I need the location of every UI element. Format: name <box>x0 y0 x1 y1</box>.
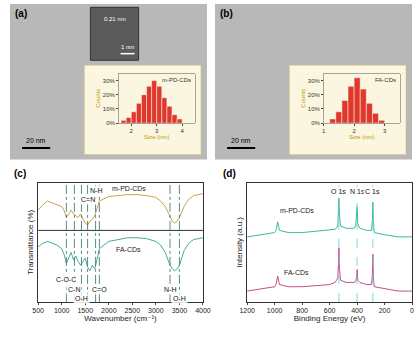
svg-text:m-PD-CDs: m-PD-CDs <box>162 77 191 83</box>
svg-text:O-H: O-H <box>75 295 88 302</box>
svg-text:500: 500 <box>32 307 44 314</box>
svg-text:O-H: O-H <box>173 295 186 302</box>
svg-text:4000: 4000 <box>195 307 211 314</box>
svg-text:2: 2 <box>352 128 356 134</box>
svg-text:20%: 20% <box>103 92 116 98</box>
svg-text:1500: 1500 <box>77 307 93 314</box>
svg-text:0%: 0% <box>106 120 115 126</box>
svg-text:N-H: N-H <box>90 187 102 194</box>
svg-text:2: 2 <box>130 128 134 134</box>
svg-text:3: 3 <box>155 128 159 134</box>
svg-text:Size (nm): Size (nm) <box>144 134 170 140</box>
svg-text:600: 600 <box>324 307 336 314</box>
svg-text:C 1s: C 1s <box>365 188 380 195</box>
svg-text:20%: 20% <box>308 92 321 98</box>
svg-text:200: 200 <box>379 307 391 314</box>
svg-text:FA-CDs: FA-CDs <box>284 269 309 276</box>
svg-text:30%: 30% <box>103 78 116 84</box>
svg-text:20 nm: 20 nm <box>26 137 46 144</box>
svg-text:30%: 30% <box>308 78 321 84</box>
svg-text:Transmittance (%): Transmittance (%) <box>26 209 35 274</box>
svg-text:(c): (c) <box>14 168 26 179</box>
svg-text:(b): (b) <box>220 8 233 19</box>
svg-text:1 nm: 1 nm <box>121 44 134 50</box>
svg-text:20 nm: 20 nm <box>231 137 251 144</box>
svg-text:(a): (a) <box>15 8 27 19</box>
svg-text:Intensity (a.u.): Intensity (a.u.) <box>235 217 244 268</box>
svg-text:1000: 1000 <box>54 307 70 314</box>
svg-text:FA-CDs: FA-CDs <box>375 77 396 83</box>
svg-text:1200: 1200 <box>239 307 255 314</box>
svg-text:0%: 0% <box>311 120 320 126</box>
svg-text:0: 0 <box>410 307 414 314</box>
svg-text:2500: 2500 <box>125 307 141 314</box>
svg-text:3500: 3500 <box>172 307 188 314</box>
svg-text:N-H: N-H <box>164 286 176 293</box>
svg-text:(d): (d) <box>223 168 236 179</box>
svg-text:C-N: C-N <box>68 286 80 293</box>
svg-text:800: 800 <box>296 307 308 314</box>
svg-text:Counts: Counts <box>300 89 306 108</box>
svg-text:N 1s: N 1s <box>350 188 365 195</box>
svg-text:Size (nm): Size (nm) <box>349 134 375 140</box>
svg-text:Counts: Counts <box>95 89 101 108</box>
svg-text:400: 400 <box>351 307 363 314</box>
svg-text:C=O: C=O <box>92 286 107 293</box>
svg-text:Wavenumber (cm⁻¹): Wavenumber (cm⁻¹) <box>84 314 157 323</box>
svg-text:C=N: C=N <box>81 196 95 203</box>
svg-text:1: 1 <box>322 128 326 134</box>
svg-text:10%: 10% <box>308 106 321 112</box>
svg-text:C-O-C: C-O-C <box>56 276 76 283</box>
svg-text:O 1s: O 1s <box>331 188 346 195</box>
svg-text:3000: 3000 <box>148 307 164 314</box>
svg-text:FA-CDs: FA-CDs <box>116 246 141 253</box>
svg-text:10%: 10% <box>103 106 116 112</box>
svg-text:Binding Energy (eV): Binding Energy (eV) <box>294 314 366 323</box>
svg-text:m-PD-CDs: m-PD-CDs <box>280 207 314 214</box>
svg-text:2000: 2000 <box>101 307 117 314</box>
svg-text:1000: 1000 <box>267 307 283 314</box>
svg-text:3: 3 <box>383 128 387 134</box>
svg-text:0.21 nm: 0.21 nm <box>104 16 126 22</box>
svg-text:4: 4 <box>181 128 185 134</box>
svg-text:m-PD-CDs: m-PD-CDs <box>112 185 146 192</box>
